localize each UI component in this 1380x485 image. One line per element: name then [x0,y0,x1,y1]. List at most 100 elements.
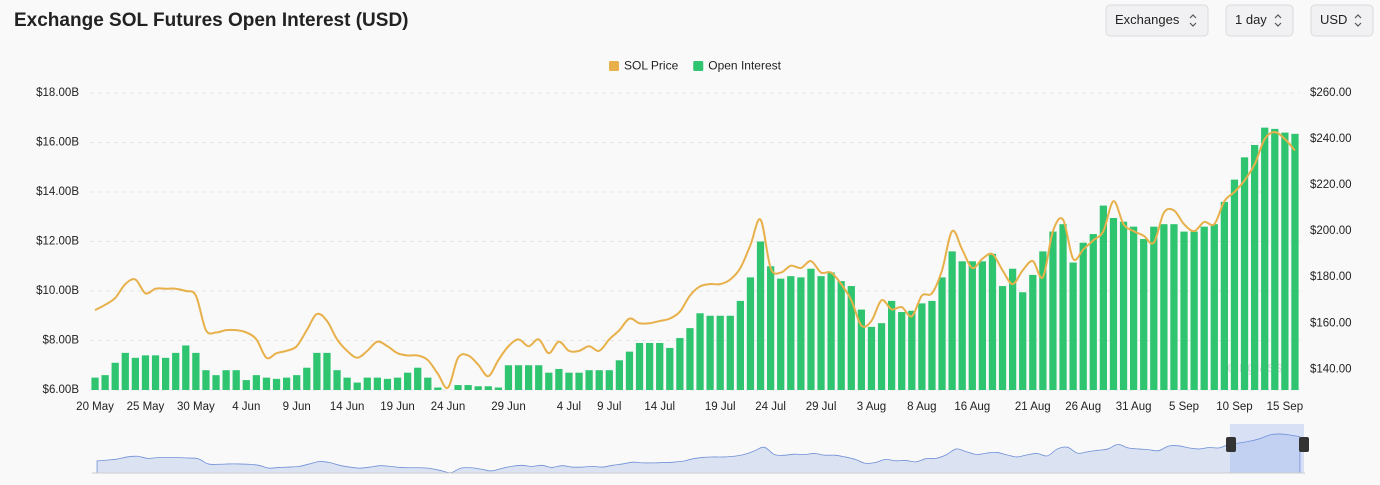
bar [524,365,533,390]
bar [353,382,361,390]
bar [1079,242,1087,390]
legend-swatch[interactable] [693,61,704,71]
bar [313,352,321,390]
dropdown-box[interactable] [1310,4,1374,37]
legend-label[interactable]: SOL Price [624,59,679,73]
bar [242,380,250,390]
bar [1049,231,1057,390]
x-tick-label: 19 Jul [705,401,736,413]
y2-tick-label: $160.00 [1310,317,1352,329]
navigator-handle[interactable] [1299,437,1309,452]
legend-label[interactable]: Open Interest [708,59,781,73]
dropdown-box[interactable] [1225,4,1294,37]
x-tick-label: 5 Sep [1169,401,1199,413]
bar [988,253,997,390]
bar [1261,127,1269,391]
y2-tick-label: $240.00 [1310,133,1352,145]
navigator-handle[interactable] [1226,437,1236,452]
x-tick-label: 29 Jul [806,401,837,413]
x-tick-label: 3 Aug [857,401,886,413]
dropdown-label[interactable]: Exchanges [1115,12,1180,27]
bar [403,372,412,390]
y2-tick-label: $220.00 [1310,179,1352,191]
bar [716,315,724,390]
legend-swatch[interactable] [609,61,619,71]
x-tick-label: 9 Jul [597,401,621,413]
y-tick-label: $8.00B [43,335,80,347]
bar [1200,226,1208,390]
x-tick-label: 14 Jun [330,401,365,413]
bar [293,375,301,390]
bar [615,360,624,390]
bar [1240,157,1249,390]
bar [161,357,170,390]
bar [1281,132,1289,390]
bar [111,362,119,390]
bar [1230,179,1239,390]
bar [686,328,694,390]
x-tick-label: 21 Aug [1015,401,1051,413]
bar [1140,239,1148,390]
bar [1190,231,1198,390]
bar [807,268,815,390]
bar [555,368,563,390]
bar [948,251,956,390]
dropdown-arrow[interactable] [1354,14,1362,27]
bar [837,281,845,390]
x-tick-label: 29 Jun [491,401,526,413]
x-tick-label: 4 Jul [557,401,581,413]
bar [121,352,129,390]
x-tick-label: 30 May [177,401,215,413]
bar [696,313,704,390]
bar [474,386,482,390]
legend-item[interactable]: SOL Price [609,59,679,73]
x-tick-label: 16 Aug [954,401,990,413]
bar [414,367,422,390]
dropdown-arrow[interactable] [1189,14,1197,27]
bar [1089,234,1097,390]
y-tick-label: $12.00B [36,236,79,248]
bar [847,286,855,390]
x-tick-label: 25 May [127,401,165,413]
x-tick-label: 24 Jul [755,401,786,413]
bar [928,300,936,390]
navigator-selection[interactable] [1230,424,1304,473]
y-tick-label: $16.00B [36,137,79,149]
bar [787,276,795,390]
bar [777,278,785,390]
bar [464,385,472,390]
bar [1220,201,1229,390]
x-tick-label: 8 Aug [907,401,936,413]
bar [1119,221,1128,390]
bar [202,370,210,390]
dropdown-label[interactable]: USD [1320,12,1347,27]
bar [494,387,503,390]
legend-item[interactable]: Open Interest [693,59,782,73]
x-tick-label: 4 Jun [232,401,260,413]
bar [676,338,684,390]
dropdown-box[interactable] [1105,4,1209,37]
bar [938,277,946,390]
x-tick-label: 31 Aug [1116,401,1152,413]
dropdown[interactable]: Exchanges [1105,4,1209,37]
bar [232,370,240,390]
bar [454,385,462,390]
dropdown[interactable]: USD [1310,4,1374,37]
bar [1250,144,1259,390]
x-tick-label: 19 Jun [380,401,415,413]
bar [272,378,281,390]
dropdown-arrow[interactable] [1274,14,1282,27]
bar [504,365,513,390]
y2-tick-label: $140.00 [1310,363,1352,375]
bar [373,377,382,390]
bar [1160,224,1168,390]
bar [595,370,603,390]
bar [262,377,271,390]
dropdown[interactable]: 1 day [1225,4,1294,37]
dropdown-label[interactable]: 1 day [1235,12,1267,27]
bar [958,261,966,390]
bar [383,378,392,390]
bar [877,323,886,390]
bar [797,277,805,390]
x-tick-label: 10 Sep [1216,401,1252,413]
